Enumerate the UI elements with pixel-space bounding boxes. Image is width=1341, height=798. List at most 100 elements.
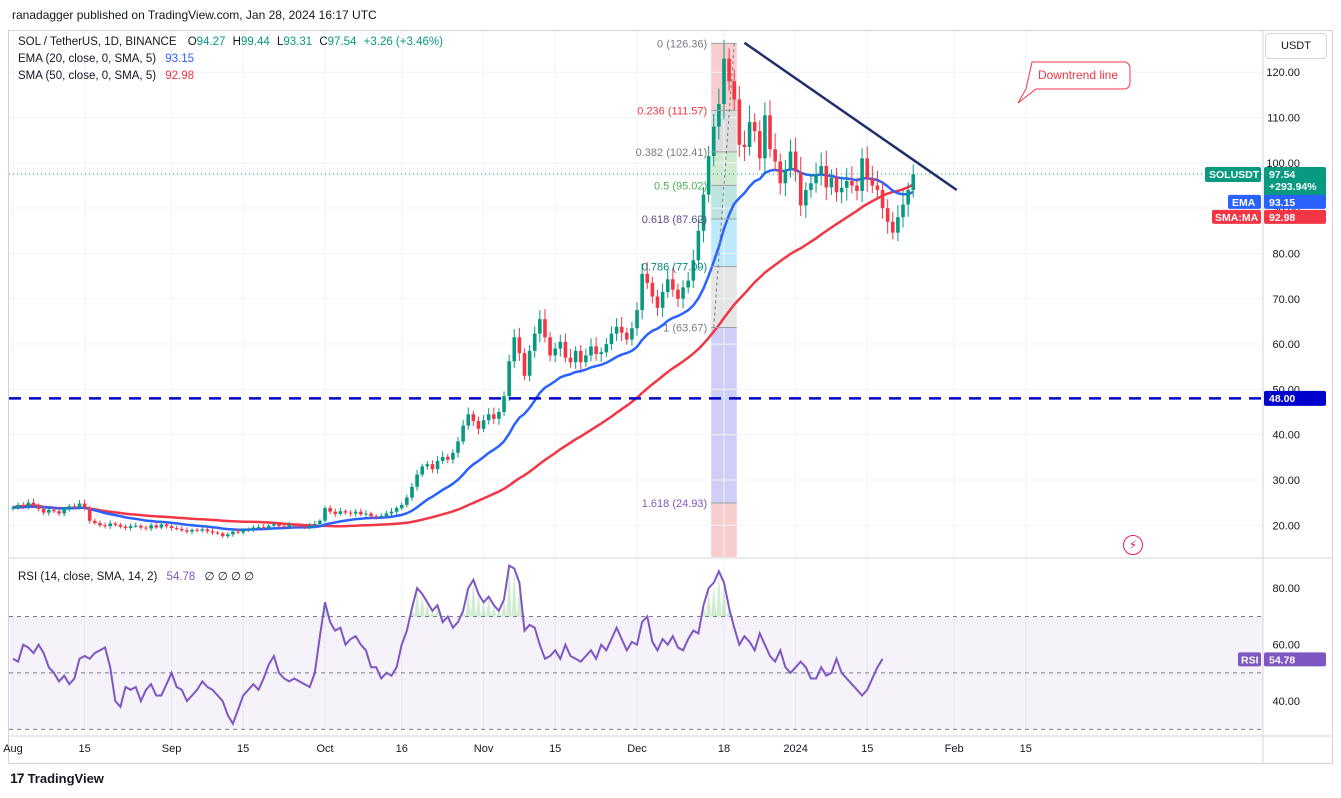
legend-low: 93.31 [283,36,313,48]
y-tick-label: 80.00 [1272,248,1300,260]
x-tick-label: Nov [474,743,494,755]
downtrend-label: Downtrend line [1038,68,1118,82]
candle-body [359,511,363,515]
candle-body [41,508,46,513]
candle-body [215,532,220,534]
candle-body [471,414,476,422]
candle-body [532,333,537,351]
candle-body [543,319,547,338]
candle-body [205,529,210,532]
candle-body [353,511,358,514]
currency-button[interactable]: USDT [1265,33,1327,59]
x-tick-label: 2024 [783,743,807,755]
candle-body [614,326,619,334]
candle-body [307,525,312,528]
candle-body [133,525,138,527]
candle-body [179,528,184,531]
candle-body [36,505,41,509]
candle-body [405,497,409,505]
candle-body [62,508,66,514]
lightning-icon[interactable]: ⚡ [1123,535,1143,555]
symbol-tag-bg [1205,166,1261,182]
candle-body [323,508,327,521]
legend-symbol[interactable]: SOL / TetherUS, 1D, BINANCE [18,36,177,48]
y-tick-label: 20.00 [1272,520,1300,532]
candle-body [512,337,517,362]
legend-rsi-row[interactable]: RSI (14, close, SMA, 14, 2) 54.78 ∅ ∅ ∅ … [18,569,254,583]
fib-label: 0.382 (102.41) [636,147,708,159]
candle-body [226,534,230,537]
rsi-tick-label: 80.00 [1272,583,1300,595]
candle-body [108,523,112,527]
candle-body [103,525,107,527]
rsi-overbought-fill [322,565,732,617]
candle-body [829,177,834,188]
candle-body [497,412,501,419]
tradingview-brand: TradingView [27,770,104,786]
candle-body [890,221,895,233]
symbol-tag-text: SOLUSDT [1209,169,1260,181]
fib-label: 0.786 (77.09) [642,262,707,274]
candle-body [302,526,307,528]
candle-body [277,524,281,527]
y-tick-label: 30.00 [1272,475,1300,487]
candle-body [312,523,317,526]
candle-body [763,115,767,159]
candle-body [635,310,639,329]
candle-body [819,166,823,175]
candle-body [333,511,338,514]
candle-body [256,527,261,529]
candle-body [814,174,818,184]
candle-body [578,350,583,363]
legend-high: 99.44 [240,36,270,48]
candle-body [860,158,864,191]
candle-body [220,533,225,537]
candle-body [717,103,721,127]
rsi-tick-label: 40.00 [1272,696,1300,708]
candle-body [246,529,251,531]
candle-body [93,520,97,524]
candle-body [123,526,128,529]
candle-body [67,506,72,509]
candle-body [844,180,849,188]
tradingview-logo[interactable]: 17 TradingView [10,770,104,786]
candle-body [538,319,542,334]
candle-body [507,361,511,397]
candle-body [645,273,650,283]
candle-body [589,346,593,356]
candle-body [747,122,752,147]
candle-body [783,169,788,184]
candle-body [563,341,568,358]
candle-body [768,115,772,150]
fib-label: 0.5 (95.02) [654,180,707,192]
candle-body [435,460,440,470]
candle-body [655,296,660,308]
fib-label: 1 (63.67) [663,322,707,334]
candle-body [492,414,496,419]
rsi-tag-bg [1264,652,1326,667]
candle-body [149,525,153,529]
x-tick-label: 16 [396,743,408,755]
candle-body [139,525,143,528]
support-tag-text: 48.00 [1269,393,1295,405]
legend-sma-row[interactable]: SMA (50, close, 0, SMA, 5) 92.98 [18,70,194,82]
candle-body [77,503,82,508]
candle-body [788,151,793,170]
y-tick-label: 100.00 [1266,158,1300,170]
candle-body [190,529,194,532]
sma-50-line [12,183,914,528]
candle-body [625,332,629,340]
candle-body [461,425,465,442]
candle-body [369,513,373,517]
legend-ema-row[interactable]: EMA (20, close, 0, SMA, 5) 93.15 [18,53,194,65]
candle-body [328,508,332,512]
price-tag-text: 97.54 [1269,169,1295,181]
candle-body [584,355,588,363]
support-tag-bg [1264,390,1326,406]
candle-body [706,156,711,195]
candle-body [778,161,783,184]
candle-body [502,396,506,413]
fib-label: 0 (126.36) [657,38,707,50]
candle-body [752,122,757,132]
